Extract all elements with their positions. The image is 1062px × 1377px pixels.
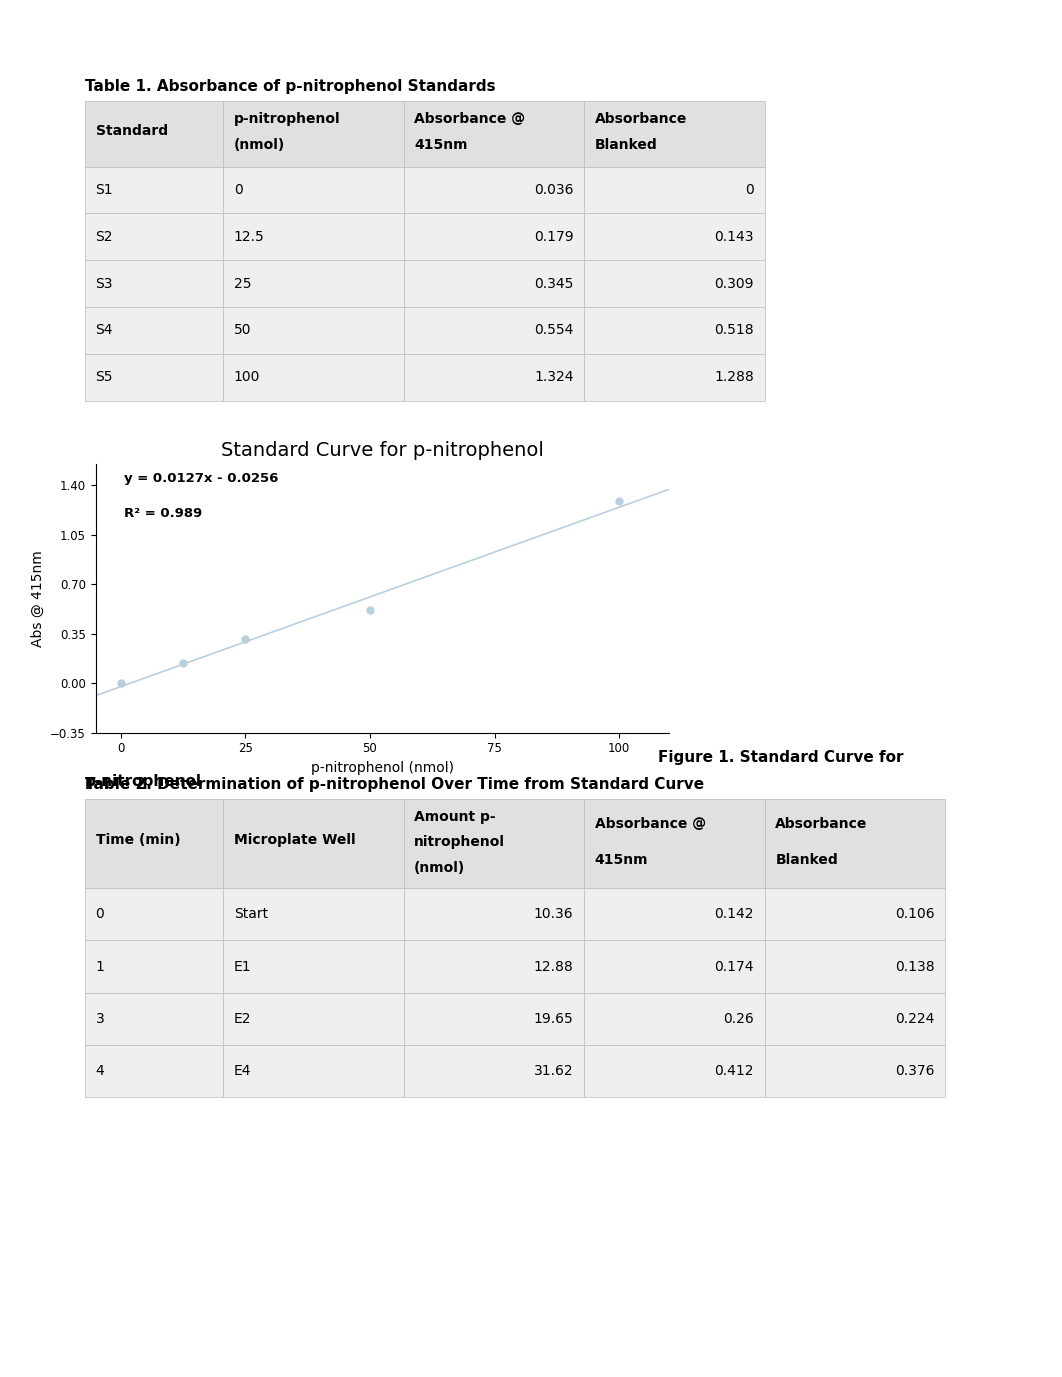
Title: Standard Curve for p-nitrophenol: Standard Curve for p-nitrophenol [221,441,544,460]
Text: 19.65: 19.65 [534,1012,573,1026]
Point [361,599,378,621]
Text: 0.26: 0.26 [723,1012,754,1026]
Text: 31.62: 31.62 [534,1064,573,1078]
Text: 0.036: 0.036 [534,183,573,197]
Text: 10.36: 10.36 [534,907,573,921]
Text: 0: 0 [96,907,104,921]
Text: S3: S3 [96,277,113,291]
Point [174,651,191,673]
Text: 0.554: 0.554 [534,324,573,337]
Text: 1.288: 1.288 [715,370,754,384]
Text: 25: 25 [234,277,251,291]
Text: 1: 1 [96,960,104,974]
Text: (nmol): (nmol) [414,861,465,874]
Text: p-nitrophenol: p-nitrophenol [85,774,202,789]
Text: Absorbance @: Absorbance @ [595,817,706,830]
Point [611,490,628,512]
Text: 415nm: 415nm [595,852,648,866]
Text: Time (min): Time (min) [96,833,181,847]
Text: 0.376: 0.376 [895,1064,935,1078]
Text: 50: 50 [234,324,251,337]
Text: 4: 4 [96,1064,104,1078]
Text: 0: 0 [234,183,242,197]
Text: y = 0.0127x - 0.0256: y = 0.0127x - 0.0256 [124,472,278,485]
Text: 0.179: 0.179 [534,230,573,244]
Text: E1: E1 [234,960,252,974]
Text: 0.309: 0.309 [715,277,754,291]
Text: 0.345: 0.345 [534,277,573,291]
Text: 12.88: 12.88 [534,960,573,974]
Text: R² = 0.989: R² = 0.989 [124,507,203,521]
Text: 100: 100 [234,370,260,384]
Text: S2: S2 [96,230,113,244]
Text: Standard: Standard [96,124,168,138]
Point [112,672,129,694]
X-axis label: p-nitrophenol (nmol): p-nitrophenol (nmol) [311,761,453,775]
Text: Absorbance @: Absorbance @ [414,112,526,127]
Text: 0.412: 0.412 [715,1064,754,1078]
Text: Table 2. Determination of p-nitrophenol Over Time from Standard Curve: Table 2. Determination of p-nitrophenol … [85,777,704,792]
Text: 12.5: 12.5 [234,230,264,244]
Text: Absorbance: Absorbance [775,817,868,830]
Y-axis label: Abs @ 415nm: Abs @ 415nm [31,549,45,647]
Text: Start: Start [234,907,268,921]
Text: E2: E2 [234,1012,251,1026]
Text: 0.143: 0.143 [715,230,754,244]
Text: Table 1. Absorbance of p-nitrophenol Standards: Table 1. Absorbance of p-nitrophenol Sta… [85,78,496,94]
Text: 0.174: 0.174 [715,960,754,974]
Text: 0.106: 0.106 [895,907,935,921]
Text: 0.138: 0.138 [895,960,935,974]
Text: 0: 0 [746,183,754,197]
Text: Blanked: Blanked [775,852,838,866]
Text: S5: S5 [96,370,113,384]
Text: Absorbance: Absorbance [595,112,687,127]
Text: E4: E4 [234,1064,251,1078]
Text: S1: S1 [96,183,114,197]
Text: 0.142: 0.142 [715,907,754,921]
Point [237,628,254,650]
Text: 3: 3 [96,1012,104,1026]
Text: Figure 1. Standard Curve for: Figure 1. Standard Curve for [658,750,904,766]
Text: 0.518: 0.518 [715,324,754,337]
Text: 0.224: 0.224 [895,1012,935,1026]
Text: (nmol): (nmol) [234,139,285,153]
Text: Microplate Well: Microplate Well [234,833,356,847]
Text: S4: S4 [96,324,113,337]
Text: 1.324: 1.324 [534,370,573,384]
Text: 415nm: 415nm [414,139,467,153]
Text: Amount p-: Amount p- [414,810,496,823]
Text: Blanked: Blanked [595,139,657,153]
Text: nitrophenol: nitrophenol [414,834,506,850]
Text: p-nitrophenol: p-nitrophenol [234,112,340,127]
